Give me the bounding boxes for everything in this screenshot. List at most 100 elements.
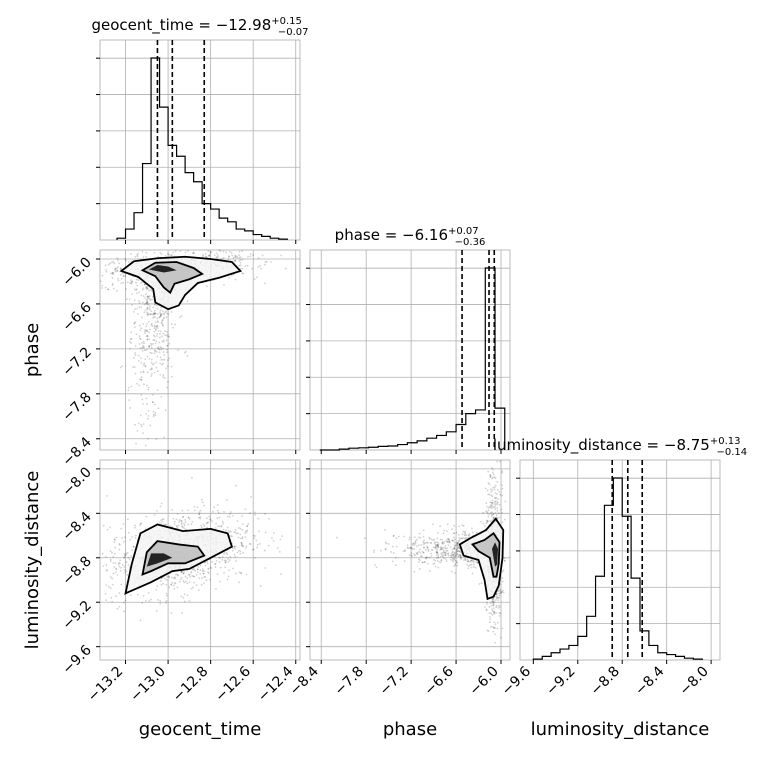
scatter-point — [114, 538, 116, 541]
scatter-point — [192, 252, 194, 255]
scatter-point — [257, 517, 260, 520]
scatter-point — [457, 542, 460, 545]
scatter-point — [191, 521, 194, 523]
scatter-point — [195, 584, 198, 587]
scatter-point — [137, 354, 140, 357]
scatter-point — [182, 580, 185, 582]
scatter-point — [133, 526, 136, 529]
scatter-point — [464, 536, 467, 539]
scatter-point — [444, 544, 447, 547]
scatter-point — [447, 544, 450, 547]
scatter-point — [441, 538, 443, 541]
scatter-point — [434, 565, 437, 568]
scatter-point — [140, 394, 143, 396]
scatter-point — [492, 517, 495, 520]
scatter-point — [430, 538, 433, 541]
scatter-point — [144, 365, 147, 368]
scatter-point — [200, 526, 203, 529]
scatter-point — [132, 545, 135, 548]
scatter-point — [131, 280, 134, 283]
scatter-point — [112, 271, 115, 274]
scatter-point — [239, 259, 242, 261]
scatter-point — [422, 551, 425, 554]
scatter-point — [466, 563, 469, 566]
scatter-point — [259, 265, 261, 267]
scatter-point — [480, 520, 482, 523]
scatter-point — [441, 551, 444, 554]
scatter-point — [436, 559, 439, 562]
scatter-point — [142, 322, 144, 325]
scatter-point — [489, 474, 492, 476]
scatter-point — [164, 254, 167, 257]
scatter-point — [148, 357, 151, 360]
scatter-point — [234, 278, 237, 281]
scatter-point — [143, 303, 146, 306]
scatter-point — [150, 375, 153, 377]
scatter-point — [112, 273, 115, 276]
scatter-point — [431, 549, 434, 552]
scatter-point — [99, 280, 102, 283]
scatter-point — [160, 346, 163, 349]
scatter-point — [441, 541, 444, 544]
scatter-point — [105, 564, 108, 566]
scatter-point — [218, 249, 221, 252]
scatter-point — [227, 256, 230, 258]
scatter-point — [451, 551, 454, 553]
scatter-point — [180, 523, 183, 526]
scatter-point — [454, 544, 457, 547]
panel-frame-geocent_time-vs-phase — [99, 249, 301, 451]
scatter-point — [175, 518, 178, 521]
scatter-point — [104, 286, 107, 289]
contour-geocent_time-vs-luminosity_distance — [141, 540, 206, 576]
scatter-point — [421, 561, 424, 564]
scatter-point — [488, 616, 491, 618]
scatter-point — [150, 368, 153, 371]
scatter-point — [192, 568, 195, 571]
scatter-point — [437, 543, 440, 546]
scatter-point — [136, 253, 139, 256]
scatter-point — [466, 537, 468, 540]
title-main-geocent_time: geocent_time = −12.98 — [91, 16, 271, 35]
scatter-point — [140, 522, 142, 525]
scatter-point — [392, 535, 395, 537]
title-upper-error-geocent_time: +0.15 — [271, 16, 302, 27]
scatter-point — [121, 564, 124, 566]
scatter-point — [407, 547, 409, 549]
scatter-point — [169, 525, 172, 528]
scatter-point — [403, 560, 406, 562]
scatter-point — [154, 312, 157, 315]
scatter-point — [122, 281, 125, 284]
scatter-point — [207, 521, 210, 524]
scatter-point — [175, 525, 178, 527]
scatter-point — [155, 340, 158, 343]
scatter-point — [455, 554, 458, 557]
scatter-point — [449, 558, 452, 561]
scatter-point — [241, 267, 244, 270]
scatter-point — [181, 612, 184, 614]
y-tick-label-luminosity_distance: −8.8 — [59, 553, 94, 588]
scatter-point — [232, 257, 235, 259]
scatter-point — [238, 256, 241, 259]
scatter-point — [374, 564, 377, 566]
scatter-point — [494, 505, 496, 508]
scatter-point — [168, 357, 171, 360]
scatter-point — [135, 289, 138, 292]
scatter-point — [180, 315, 183, 317]
scatter-point — [160, 313, 163, 315]
panel-frame-luminosity_distance — [519, 459, 721, 661]
scatter-point — [446, 540, 449, 543]
scatter-point — [458, 525, 461, 528]
scatter-point — [419, 559, 421, 562]
scatter-point — [126, 281, 129, 284]
scatter-point — [453, 547, 456, 549]
scatter-point — [153, 362, 155, 365]
scatter-point — [119, 543, 121, 546]
scatter-point — [430, 542, 433, 544]
scatter-point — [201, 570, 204, 573]
scatter-point — [145, 251, 148, 254]
scatter-point — [202, 254, 205, 256]
scatter-point — [146, 402, 149, 405]
scatter-point — [445, 549, 448, 552]
scatter-point — [133, 326, 136, 329]
